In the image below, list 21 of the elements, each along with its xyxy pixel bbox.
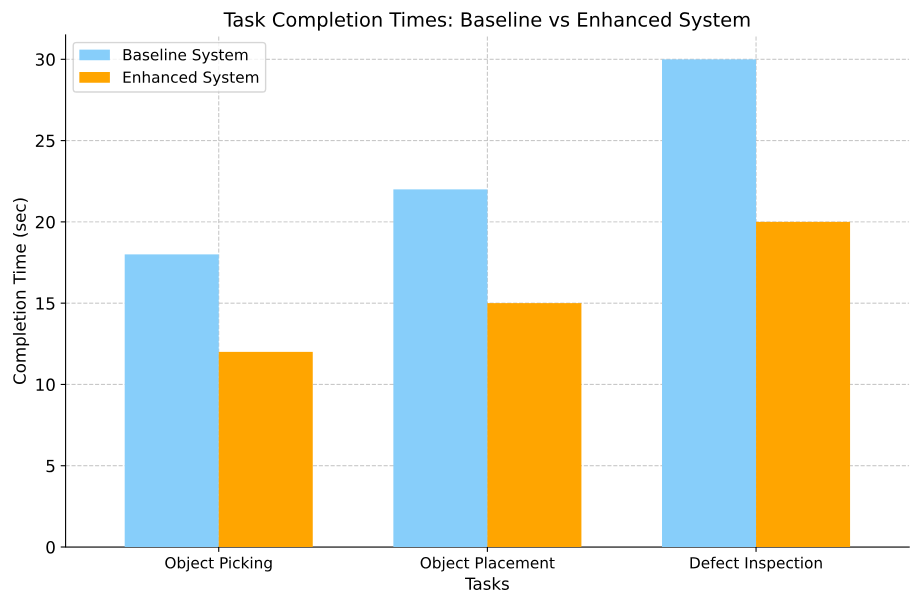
x-tick-label: Object Picking [165,556,272,572]
y-tick-label: 0 [46,540,55,554]
y-tick-label: 5 [46,460,54,472]
bar [756,222,850,548]
bar [393,189,488,548]
bar [487,303,582,548]
y-tick-label: 10 [36,378,55,392]
y-tick-label: 30 [36,53,55,66]
y-tick-label: 25 [36,134,54,148]
bar [218,352,313,548]
legend-label: Enhanced System [124,71,258,86]
x-axis-title: Tasks [465,577,509,590]
y-tick-label: 20 [36,216,55,228]
bar [124,254,219,548]
y-tick-label: 15 [36,297,54,310]
x-tick-label: Defect Inspection [690,556,822,572]
x-tick-label: Object Placement [420,556,555,572]
y-axis-title: Completion Time (sec) [12,198,30,384]
chart-title: Task Completion Times: Baseline vs Enhanced System [224,12,750,31]
legend-label: Baseline System [124,48,248,64]
bar [662,59,756,548]
